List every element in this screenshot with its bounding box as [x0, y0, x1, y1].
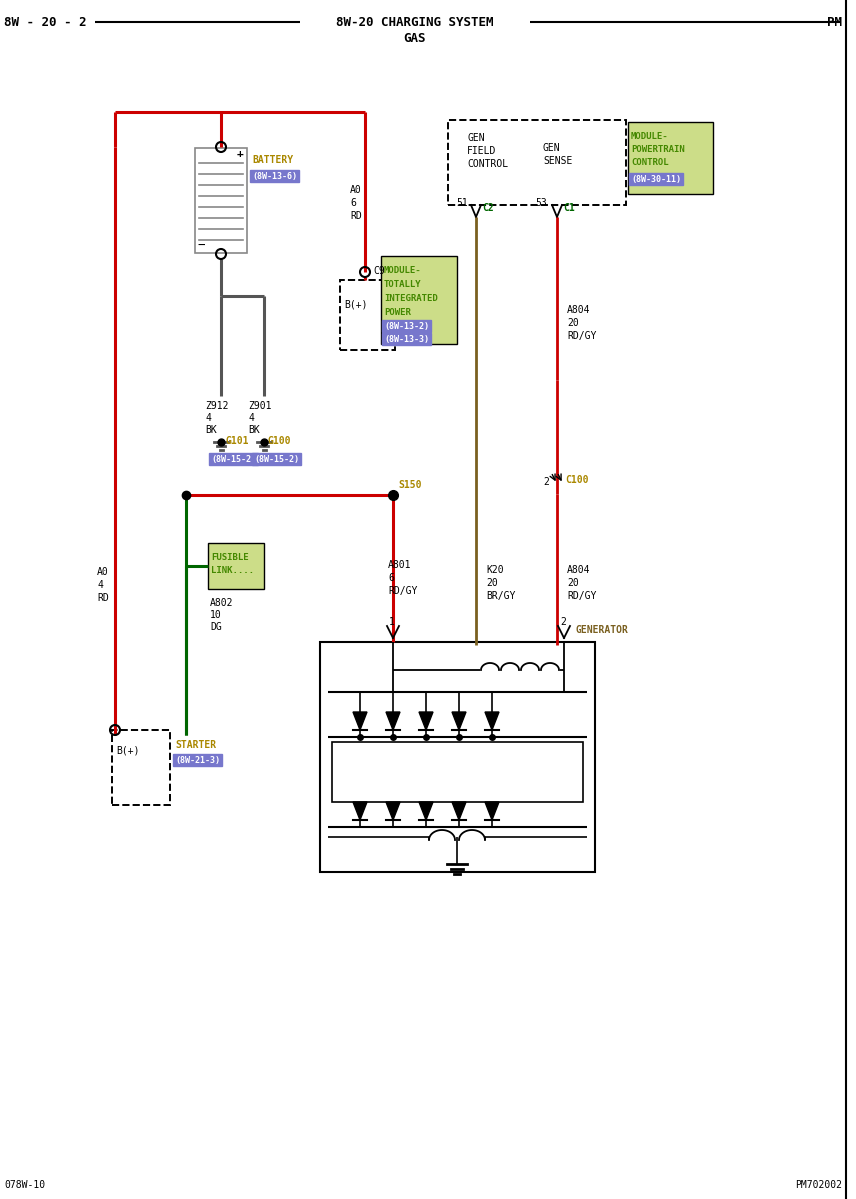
Text: G101: G101 — [225, 436, 248, 446]
Text: RD/GY: RD/GY — [388, 586, 418, 596]
Text: Z901: Z901 — [248, 400, 271, 411]
Text: K20: K20 — [486, 565, 503, 576]
Text: A802: A802 — [210, 598, 234, 608]
Text: 6: 6 — [350, 198, 356, 207]
Text: 6: 6 — [388, 573, 394, 583]
Text: SENSE: SENSE — [543, 156, 573, 165]
Bar — [320, 641, 595, 872]
Text: POWER: POWER — [384, 307, 411, 317]
Text: S150: S150 — [398, 480, 421, 490]
Text: GAS: GAS — [404, 31, 426, 44]
Text: BK: BK — [205, 424, 217, 435]
Text: 4: 4 — [97, 580, 103, 590]
Bar — [381, 257, 457, 344]
Polygon shape — [452, 712, 466, 730]
Text: CONTROL: CONTROL — [631, 157, 669, 167]
Text: Z912: Z912 — [205, 400, 229, 411]
Text: TOTALLY: TOTALLY — [384, 279, 422, 289]
Polygon shape — [386, 802, 400, 820]
Bar — [340, 281, 395, 350]
Text: 8W-20 CHARGING SYSTEM: 8W-20 CHARGING SYSTEM — [336, 16, 494, 29]
Text: BATTERY: BATTERY — [252, 155, 293, 165]
Bar — [208, 543, 264, 589]
Text: GEN: GEN — [467, 133, 484, 143]
Text: PM702002: PM702002 — [795, 1180, 842, 1189]
Polygon shape — [485, 802, 499, 820]
Text: B(+): B(+) — [116, 745, 140, 755]
Text: 20: 20 — [567, 318, 579, 329]
Text: 51: 51 — [456, 198, 467, 207]
Bar — [112, 730, 170, 805]
Bar — [448, 120, 626, 205]
Polygon shape — [419, 712, 433, 730]
Text: PM: PM — [827, 16, 842, 29]
Text: 8W - 20 - 2: 8W - 20 - 2 — [4, 16, 86, 29]
Text: RD/GY: RD/GY — [567, 591, 597, 601]
Text: A0: A0 — [97, 567, 109, 577]
Text: DG: DG — [210, 622, 222, 632]
Text: 2: 2 — [543, 477, 549, 487]
Text: RD: RD — [350, 211, 362, 221]
Text: C1: C1 — [563, 203, 574, 213]
Text: (8W-13-6): (8W-13-6) — [252, 171, 297, 181]
Text: C9: C9 — [373, 266, 384, 276]
Text: 2: 2 — [560, 617, 566, 627]
Text: (8W-13-2): (8W-13-2) — [384, 321, 429, 331]
Text: INTEGRATED: INTEGRATED — [384, 294, 437, 302]
Text: (8W-15-2): (8W-15-2) — [254, 454, 299, 464]
Text: A801: A801 — [388, 560, 412, 570]
Text: A804: A804 — [567, 305, 591, 315]
Text: RD: RD — [97, 594, 109, 603]
Text: (8W-30-11): (8W-30-11) — [631, 175, 681, 183]
Text: B(+): B(+) — [344, 299, 367, 309]
Text: MODULE-: MODULE- — [384, 265, 422, 275]
Polygon shape — [353, 802, 367, 820]
Text: GENERATOR: GENERATOR — [576, 625, 629, 635]
Text: (8W-21-3): (8W-21-3) — [175, 755, 220, 765]
Bar — [195, 147, 247, 253]
Text: C2: C2 — [482, 203, 494, 213]
Text: BR/GY: BR/GY — [486, 591, 515, 601]
Text: LINK....: LINK.... — [211, 566, 254, 574]
Polygon shape — [452, 802, 466, 820]
Polygon shape — [353, 712, 367, 730]
Text: G100: G100 — [268, 436, 292, 446]
Text: 10: 10 — [210, 610, 222, 620]
Text: A0: A0 — [350, 185, 362, 195]
Text: CONTROL: CONTROL — [467, 159, 508, 169]
Text: C100: C100 — [565, 475, 588, 486]
Polygon shape — [485, 712, 499, 730]
Text: (8W-15-2): (8W-15-2) — [211, 454, 256, 464]
Text: STARTER: STARTER — [175, 740, 216, 751]
Text: GEN: GEN — [543, 143, 561, 153]
Text: A804: A804 — [567, 565, 591, 576]
Text: MODULE-: MODULE- — [631, 132, 669, 140]
Text: −: − — [197, 239, 205, 252]
Bar — [332, 742, 583, 802]
Text: 078W-10: 078W-10 — [4, 1180, 45, 1189]
Text: RD/GY: RD/GY — [567, 331, 597, 341]
Text: +: + — [237, 149, 244, 159]
Text: POWERTRAIN: POWERTRAIN — [631, 145, 685, 153]
Polygon shape — [419, 802, 433, 820]
Text: FUSIBLE: FUSIBLE — [211, 553, 248, 561]
Text: FIELD: FIELD — [467, 146, 496, 156]
Bar — [628, 122, 713, 194]
Text: 4: 4 — [205, 412, 211, 423]
Text: 1: 1 — [389, 617, 395, 627]
Text: 53: 53 — [535, 198, 547, 207]
Text: 20: 20 — [567, 578, 579, 588]
Text: (8W-13-3): (8W-13-3) — [384, 335, 429, 343]
Text: 4: 4 — [248, 412, 254, 423]
Text: BK: BK — [248, 424, 259, 435]
Text: 20: 20 — [486, 578, 497, 588]
Polygon shape — [386, 712, 400, 730]
